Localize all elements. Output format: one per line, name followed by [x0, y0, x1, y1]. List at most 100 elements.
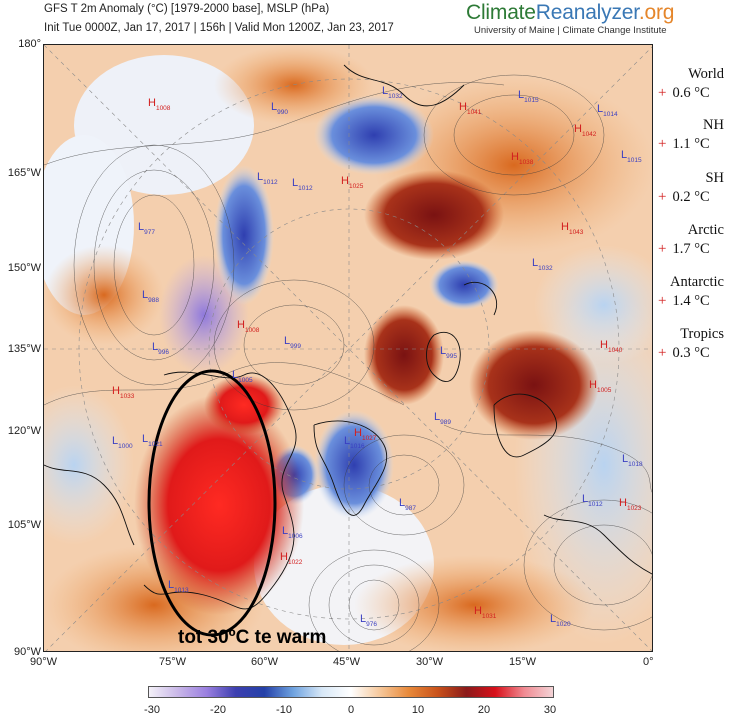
pressure-label-value: 1022: [287, 559, 303, 567]
lat-label-150w: 150°W: [7, 262, 41, 274]
lon-label-75w: 75°W: [159, 656, 187, 668]
pressure-label-value: 1042: [581, 131, 597, 139]
pressure-label-high: H1033: [112, 381, 134, 400]
pressure-label-low: L1014: [597, 99, 618, 118]
pressure-label-letter: L: [232, 369, 239, 381]
pressure-label-value: 976: [366, 621, 377, 629]
pressure-label-letter: L: [271, 101, 278, 113]
pressure-label-letter: H: [474, 605, 482, 617]
hot-region-barents: [469, 330, 599, 440]
lat-label-165w: 165°W: [7, 167, 41, 179]
stat-antarctic: Antarctic +1.4 °C: [658, 274, 730, 310]
colorbar: [148, 686, 554, 698]
pressure-label-high: H1038: [511, 147, 533, 166]
pressure-label-high: H1023: [619, 493, 641, 512]
pressure-label-high: H1040: [600, 335, 622, 354]
lon-label-30w: 30°W: [416, 656, 444, 668]
pressure-label-letter: L: [142, 289, 149, 301]
pressure-label-value: 1023: [626, 505, 642, 513]
warm-region-north: [214, 45, 374, 125]
pressure-label-value: 1015: [524, 97, 539, 105]
pressure-label-value: 1025: [348, 183, 364, 191]
pressure-label-value: 1033: [119, 393, 135, 401]
pressure-label-letter: L: [292, 177, 299, 189]
pressure-label-low: L1012: [292, 173, 313, 192]
pressure-label-low: L995: [440, 341, 457, 360]
stat-world: World +0.6 °C: [658, 66, 730, 102]
chart-title: GFS T 2m Anomaly (°C) [1979-2000 base], …: [44, 3, 330, 15]
stat-arctic-sign: +: [658, 241, 667, 257]
pressure-label-value: 1015: [627, 157, 642, 165]
isobars: [44, 74, 652, 651]
hot-region-canada: [134, 395, 304, 615]
stat-nh-sign: +: [658, 136, 667, 152]
pressure-label-letter: H: [354, 427, 362, 439]
colorbar-tick-20: 20: [477, 704, 491, 716]
brand-part-org: .org: [638, 1, 675, 24]
colorbar-tick-neg10: -10: [276, 704, 292, 716]
pressure-label-letter: H: [341, 175, 349, 187]
pressure-label-letter: H: [511, 151, 519, 163]
pressure-label-letter: L: [282, 525, 289, 537]
stat-world-sign: +: [658, 85, 667, 101]
stat-nh: NH +1.1 °C: [658, 117, 730, 153]
pressure-label-low: L1000: [112, 431, 133, 450]
pressure-label-low: L1006: [282, 521, 303, 540]
pressure-label-value: 1008: [155, 105, 171, 113]
pressure-label-letter: L: [399, 497, 406, 509]
stat-nh-name: NH: [703, 117, 724, 133]
pressure-label-letter: L: [344, 435, 351, 447]
pressure-label-value: 1005: [238, 377, 253, 385]
pressure-label-value: 1012: [298, 185, 313, 193]
pressure-label-low: L976: [360, 609, 377, 628]
pressure-label-low: L989: [434, 407, 451, 426]
lat-label-90w: 90°W: [13, 646, 41, 658]
colorbar-tick-neg20: -20: [210, 704, 226, 716]
colorbar-tick-neg30: -30: [144, 704, 160, 716]
pressure-label-value: 1032: [388, 93, 403, 101]
pressure-label-low: L987: [399, 493, 416, 512]
pressure-label-letter: H: [237, 319, 245, 331]
pressure-label-value: 1005: [596, 387, 612, 395]
pressure-label-high: H1008: [148, 93, 170, 112]
pressure-label-value: 1012: [588, 501, 603, 509]
pressure-label-letter: L: [518, 89, 525, 101]
warm-region-atlantic: [354, 555, 594, 651]
stat-nh-value: 1.1 °C: [672, 136, 710, 152]
hot-region-arctic-canada: [204, 375, 284, 435]
stat-tropics-value: 0.3 °C: [672, 345, 710, 361]
pressure-label-low: L977: [138, 217, 155, 236]
pressure-label-letter: L: [112, 435, 119, 447]
pressure-label-value: 1012: [263, 179, 278, 187]
annotation-text: tot 30ºC te warm: [178, 627, 327, 648]
pressure-label-letter: L: [597, 103, 604, 115]
pressure-label-letter: L: [284, 335, 291, 347]
lon-label-45w: 45°W: [333, 656, 361, 668]
pressure-label-low: L988: [142, 285, 159, 304]
pressure-label-high: H1043: [561, 217, 583, 236]
anomaly-map[interactable]: H1008 L990 L1032 H1041 L1015 L1014 H1042…: [43, 44, 653, 652]
colorbar-tick-10: 10: [411, 704, 425, 716]
pressure-label-value: 1040: [607, 347, 623, 355]
lon-label-0: 0°: [643, 656, 654, 668]
hot-region-siberia: [364, 170, 504, 260]
cool-region-pacific: [44, 385, 134, 545]
stat-sh-name: SH: [705, 170, 724, 186]
pressure-label-high: H1025: [341, 171, 363, 190]
lat-label-180: 180°: [18, 38, 41, 50]
pressure-label-low: L1032: [382, 81, 403, 100]
pressure-label-value: 1006: [288, 533, 303, 541]
pressure-label-letter: H: [561, 221, 569, 233]
pressure-label-value: 977: [144, 229, 155, 237]
pressure-label-letter: H: [459, 101, 467, 113]
pressure-label-letter: H: [148, 97, 156, 109]
pressure-label-letter: L: [582, 493, 589, 505]
brand-part-climate: Climate: [466, 1, 536, 24]
pressure-label-high: H1027: [354, 423, 376, 442]
brand-logo[interactable]: ClimateReanalyzer.org: [466, 1, 674, 25]
lon-label-15w: 15°W: [509, 656, 537, 668]
colorbar-tick-30: 30: [543, 704, 557, 716]
pressure-label-high: H1042: [574, 119, 596, 138]
hot-region-pole: [364, 305, 444, 405]
stat-arctic-name: Arctic: [687, 222, 724, 238]
